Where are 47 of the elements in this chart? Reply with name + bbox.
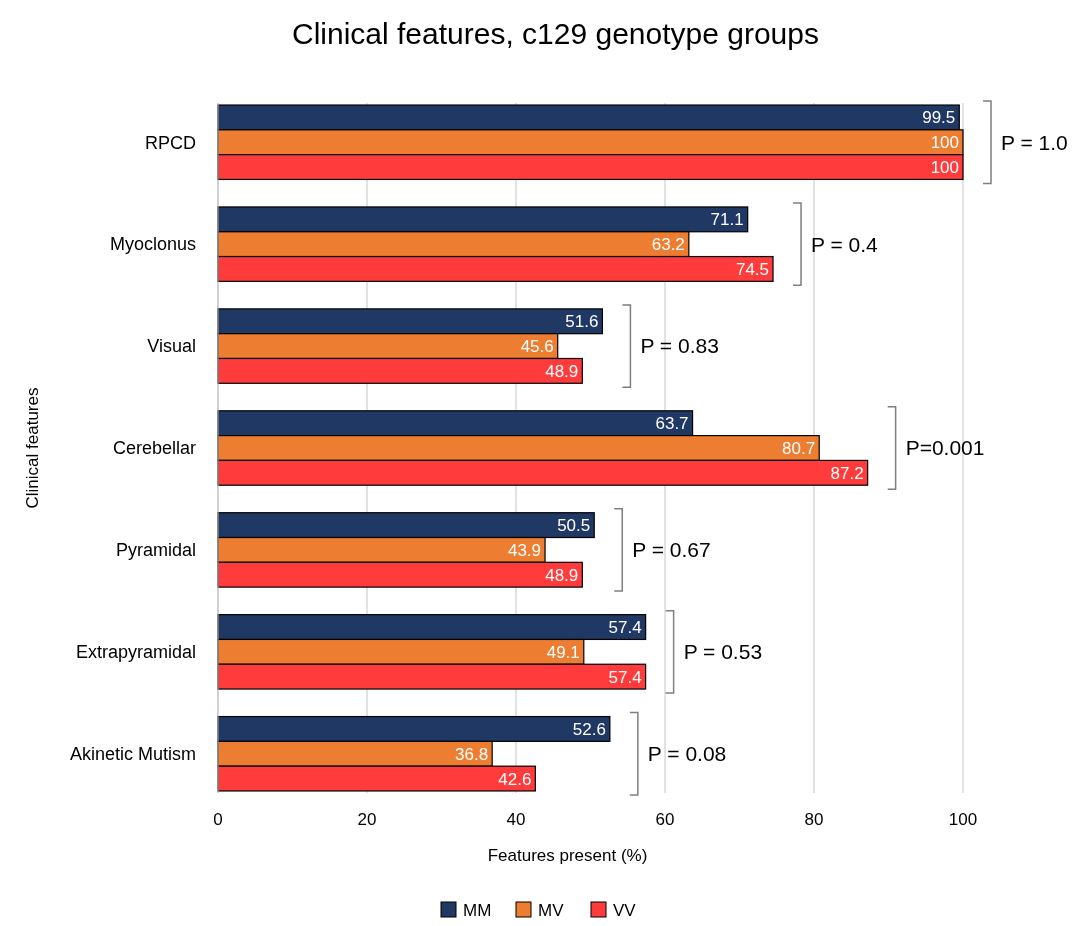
x-tick-label: 60 bbox=[655, 810, 675, 829]
data-label: 52.6 bbox=[572, 719, 606, 739]
annotation: P = 0.4 bbox=[811, 232, 879, 256]
y-tick-label: RPCD bbox=[144, 132, 196, 153]
data-label: 80.7 bbox=[782, 438, 816, 458]
annotation: P=0.001 bbox=[905, 436, 985, 460]
annotation: P = 0.53 bbox=[683, 640, 763, 664]
y-tick-label: Extrapyramidal bbox=[75, 642, 196, 663]
data-label: 57.4 bbox=[608, 617, 642, 637]
legend-label: MV bbox=[538, 900, 565, 920]
data-label: 48.9 bbox=[545, 361, 579, 381]
data-label: 36.8 bbox=[455, 744, 489, 764]
data-label: 100 bbox=[930, 157, 959, 177]
data-label: 87.2 bbox=[830, 463, 864, 483]
legend-label: MM bbox=[463, 900, 492, 920]
chart-title: Clinical features, c129 genotype groups bbox=[292, 17, 819, 50]
x-tick-label: 40 bbox=[506, 810, 526, 829]
annotation: P = 0.08 bbox=[647, 742, 727, 766]
annotation: P = 0.83 bbox=[640, 334, 719, 358]
data-label: 51.6 bbox=[565, 312, 599, 332]
y-tick-label: Pyramidal bbox=[115, 540, 196, 561]
x-tick-label: 0 bbox=[213, 810, 223, 829]
legend-label: VV bbox=[613, 900, 637, 920]
data-label: 48.9 bbox=[545, 565, 579, 585]
y-tick-label: Akinetic Mutism bbox=[69, 744, 196, 765]
data-label: 49.1 bbox=[546, 642, 580, 662]
x-tick-label: 80 bbox=[804, 810, 824, 829]
annotation: P = 0.67 bbox=[632, 538, 711, 562]
y-tick-label: Visual bbox=[147, 336, 196, 357]
data-label: 74.5 bbox=[735, 259, 770, 279]
data-label: 43.9 bbox=[507, 540, 542, 560]
text: P = 1.0 bbox=[1001, 130, 1068, 154]
data-label: 99.5 bbox=[922, 108, 956, 128]
y-tick-label: Myoclonus bbox=[109, 234, 196, 255]
y-axis-title: Clinical features bbox=[23, 387, 42, 509]
data-label: 42.6 bbox=[498, 769, 532, 789]
x-axis-title: Features present (%) bbox=[487, 846, 648, 865]
data-label: 100 bbox=[930, 133, 959, 153]
data-label: 45.6 bbox=[520, 337, 554, 357]
data-label: 50.5 bbox=[557, 516, 591, 536]
y-tick-label: Cerebellar bbox=[112, 438, 196, 459]
x-tick-label: 100 bbox=[948, 810, 978, 829]
data-label: 71.1 bbox=[710, 210, 744, 230]
data-label: 63.2 bbox=[651, 235, 685, 255]
data-label: 57.4 bbox=[608, 667, 642, 687]
x-tick-label: 20 bbox=[357, 810, 377, 829]
data-label: 63.7 bbox=[655, 414, 689, 434]
